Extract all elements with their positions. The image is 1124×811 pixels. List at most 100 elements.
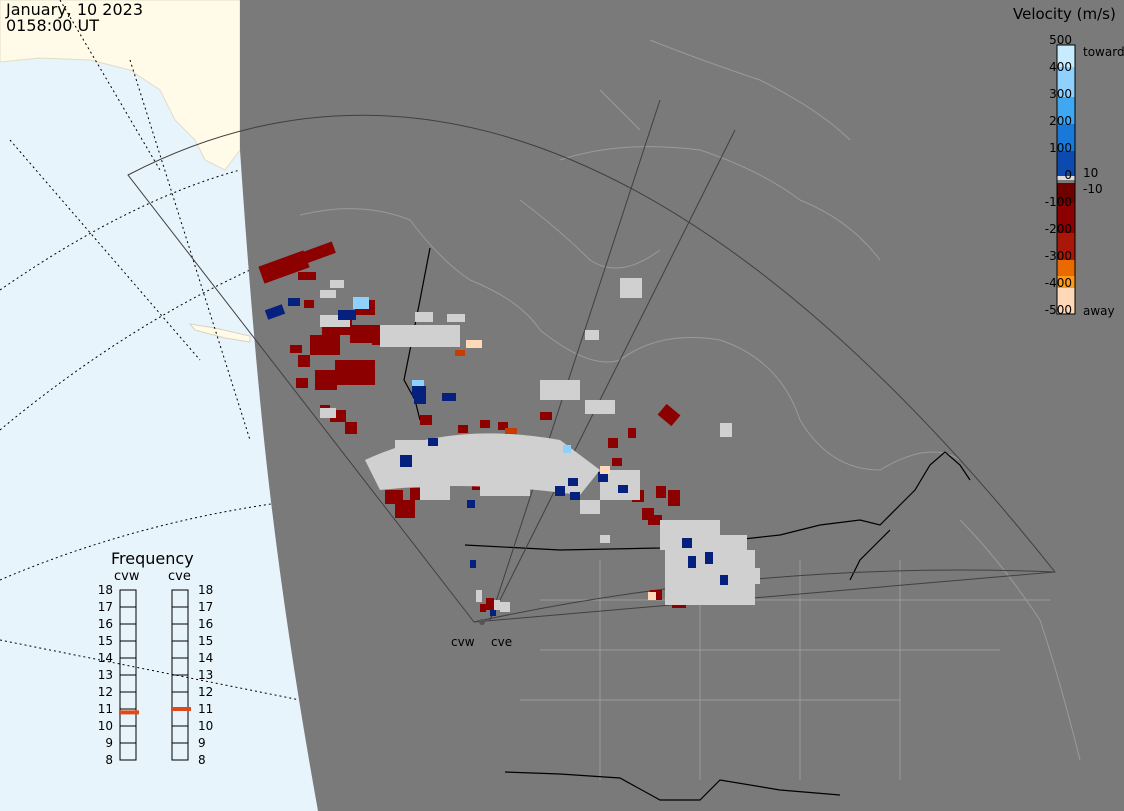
cell: [335, 360, 375, 385]
cell: [705, 552, 713, 564]
velocity-tick: 0: [1064, 168, 1072, 182]
cell: [414, 396, 426, 404]
cell: [470, 560, 476, 568]
cell: [608, 438, 618, 448]
freq-radar-label-cve: cve: [168, 569, 191, 584]
cell: [555, 486, 565, 496]
cell: [400, 455, 412, 467]
frequency-tick: 12: [198, 685, 214, 699]
velocity-tick: 500: [1049, 33, 1072, 47]
cell: [455, 350, 465, 356]
freq-bar-cve: [171, 589, 191, 761]
frequency-tick: 16: [198, 617, 214, 631]
coastlines: [299, 39, 1081, 780]
cell: [682, 538, 692, 548]
frequency-tick: 10: [198, 719, 214, 733]
velocity-minus10-label: -10: [1083, 182, 1103, 196]
velocity-tick: 100: [1049, 141, 1072, 155]
cell: [600, 466, 610, 474]
date-label: January, 10 2023: [6, 0, 143, 19]
cell: [298, 355, 310, 367]
cell: [668, 490, 680, 506]
cell: [338, 310, 356, 320]
cell: [298, 272, 316, 280]
velocity-legend-title: Velocity (m/s): [1013, 5, 1116, 23]
cell: [720, 575, 728, 585]
cell: [315, 370, 337, 390]
velocity-cells-toward-light: [353, 297, 571, 453]
graticule: [0, 0, 301, 701]
cell: [290, 345, 302, 353]
map-land-area: [240, 0, 1124, 811]
velocity-tick: 200: [1049, 114, 1072, 128]
near-range-cells: [476, 590, 510, 616]
velocity-tick: 400: [1049, 60, 1072, 74]
velocity-tick: -100: [1044, 195, 1072, 209]
cell: [648, 592, 656, 600]
velocity-cells-away-light: [466, 340, 656, 600]
cell: [467, 500, 475, 508]
frequency-tick: 18: [198, 583, 214, 597]
frequency-tick: 11: [198, 702, 214, 716]
velocity-away-label: away: [1083, 304, 1115, 318]
cell: [480, 420, 490, 428]
frequency-tick: 17: [198, 600, 214, 614]
cell: [657, 403, 681, 427]
cell: [353, 297, 369, 309]
cell: [412, 386, 426, 396]
cell: [310, 335, 340, 355]
cell: [540, 412, 552, 420]
frequency-title: Frequency: [111, 549, 194, 568]
cell: [498, 422, 508, 430]
cell: [304, 300, 314, 308]
cell: [395, 500, 415, 518]
radar-label-cve: cve: [491, 635, 513, 649]
cell: [296, 378, 308, 388]
frequency-tick: 13: [198, 668, 214, 682]
frequency-tick: 15: [198, 634, 214, 648]
cell: [563, 445, 571, 453]
frequency-tick: 12: [97, 685, 113, 699]
cell: [648, 515, 662, 525]
cell: [688, 556, 696, 568]
fov-outline: [127, 99, 1056, 623]
cell: [598, 472, 608, 482]
frequency-tick: 14: [97, 651, 113, 665]
velocity-tick: -300: [1044, 249, 1072, 263]
velocity-cells-away-orange: [455, 350, 517, 434]
frequency-tick: 18: [97, 583, 113, 597]
frequency-tick: 15: [97, 634, 113, 648]
cell: [656, 486, 666, 498]
frequency-tick: 8: [198, 753, 206, 767]
cell: [458, 425, 468, 433]
ground-scatter: [320, 278, 760, 605]
frequency-marker: [119, 710, 139, 715]
cell: [428, 438, 438, 446]
cell: [345, 422, 357, 434]
frequency-tick: 17: [97, 600, 113, 614]
cell: [412, 380, 424, 386]
frequency-tick: 9: [105, 736, 113, 750]
frequency-marker: [171, 707, 191, 711]
cell: [570, 492, 580, 500]
cell: [628, 428, 636, 438]
freq-radar-label-cvw: cvw: [114, 569, 140, 584]
velocity-cells-away: [258, 241, 748, 608]
radar-site-marker: [479, 619, 485, 625]
velocity-tick: -200: [1044, 222, 1072, 236]
cell: [466, 340, 482, 348]
frequency-tick: 11: [97, 702, 113, 716]
cell: [372, 335, 386, 345]
cell: [618, 485, 628, 493]
cell: [505, 428, 517, 434]
frequency-tick: 10: [97, 719, 113, 733]
radar-label-cvw: cvw: [451, 635, 475, 649]
cell: [442, 393, 456, 401]
frequency-tick: 14: [198, 651, 214, 665]
cell: [264, 304, 286, 320]
frequency-tick: 16: [97, 617, 113, 631]
frequency-tick: 13: [97, 668, 113, 682]
cell: [410, 488, 422, 500]
frequency-tick: 8: [105, 753, 113, 767]
